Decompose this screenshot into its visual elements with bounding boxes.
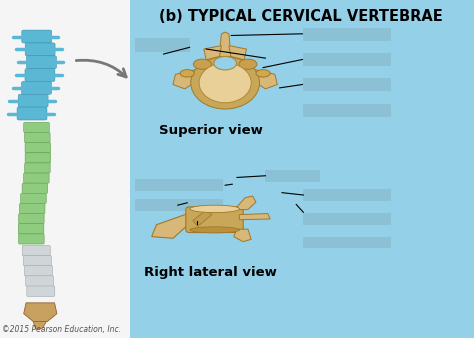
Polygon shape: [219, 32, 231, 56]
Polygon shape: [229, 46, 246, 60]
FancyBboxPatch shape: [18, 234, 44, 244]
FancyBboxPatch shape: [18, 214, 44, 224]
FancyBboxPatch shape: [23, 256, 51, 266]
Ellipse shape: [214, 56, 237, 70]
Text: Right lateral view: Right lateral view: [145, 266, 277, 279]
FancyBboxPatch shape: [25, 43, 55, 56]
Bar: [303, 237, 391, 248]
Polygon shape: [193, 210, 212, 226]
FancyBboxPatch shape: [22, 183, 48, 193]
Bar: [135, 179, 223, 191]
Bar: [135, 38, 190, 52]
FancyBboxPatch shape: [22, 30, 52, 43]
Polygon shape: [33, 321, 46, 329]
Bar: [265, 170, 320, 182]
Text: Superior view: Superior view: [159, 124, 263, 137]
Bar: [303, 28, 391, 41]
Polygon shape: [254, 69, 277, 89]
Polygon shape: [204, 46, 221, 60]
FancyBboxPatch shape: [21, 81, 51, 94]
FancyBboxPatch shape: [18, 94, 48, 107]
Bar: [303, 189, 391, 201]
FancyBboxPatch shape: [19, 203, 45, 214]
FancyBboxPatch shape: [25, 69, 55, 81]
Polygon shape: [152, 211, 194, 238]
Ellipse shape: [180, 70, 194, 77]
FancyBboxPatch shape: [27, 56, 56, 69]
FancyBboxPatch shape: [26, 276, 54, 286]
Polygon shape: [24, 303, 57, 321]
FancyBboxPatch shape: [24, 173, 49, 183]
FancyBboxPatch shape: [25, 266, 53, 276]
Polygon shape: [239, 214, 270, 220]
Bar: [130, 0, 474, 338]
Ellipse shape: [256, 70, 270, 77]
Polygon shape: [235, 196, 256, 210]
Bar: [303, 78, 391, 91]
FancyBboxPatch shape: [21, 193, 46, 203]
Ellipse shape: [191, 57, 259, 109]
FancyBboxPatch shape: [27, 286, 55, 296]
FancyArrowPatch shape: [76, 60, 126, 77]
FancyBboxPatch shape: [17, 107, 47, 120]
Bar: [303, 213, 391, 225]
FancyBboxPatch shape: [25, 153, 51, 163]
Ellipse shape: [239, 59, 257, 69]
Bar: [303, 104, 391, 117]
FancyBboxPatch shape: [25, 143, 51, 153]
FancyBboxPatch shape: [24, 122, 49, 132]
FancyBboxPatch shape: [25, 132, 50, 143]
Text: ©2015 Pearson Education, Inc.: ©2015 Pearson Education, Inc.: [2, 325, 121, 334]
Polygon shape: [173, 69, 197, 89]
Bar: [303, 53, 391, 66]
Ellipse shape: [193, 59, 211, 69]
FancyBboxPatch shape: [18, 224, 44, 234]
Ellipse shape: [190, 227, 239, 233]
Polygon shape: [234, 229, 251, 242]
FancyBboxPatch shape: [22, 245, 50, 256]
Ellipse shape: [199, 63, 251, 103]
Text: (b) TYPICAL CERVICAL VERTEBRAE: (b) TYPICAL CERVICAL VERTEBRAE: [159, 9, 443, 24]
FancyBboxPatch shape: [25, 163, 50, 173]
Ellipse shape: [190, 205, 239, 213]
FancyBboxPatch shape: [186, 207, 243, 233]
Bar: [135, 199, 223, 211]
